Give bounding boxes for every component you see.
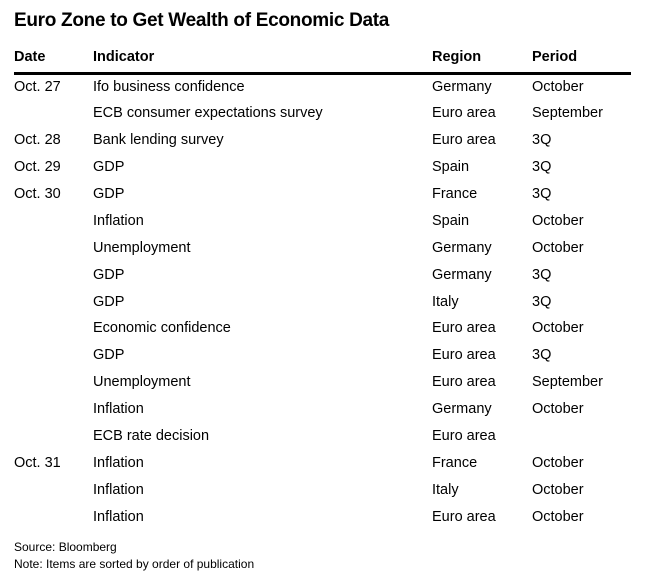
table-row: Oct. 28 Bank lending survey Euro area 3Q: [14, 127, 631, 154]
cell-region: France: [432, 454, 478, 471]
cell-indicator: Economic confidence: [93, 320, 231, 337]
cell-period: October: [532, 212, 584, 229]
cell-period: October: [532, 239, 584, 256]
cell-region: Euro area: [432, 132, 496, 149]
table-row: Unemployment Germany October: [14, 234, 631, 261]
table-row: Oct. 27 Ifo business confidence Germany Oct…: [14, 73, 631, 100]
economic-data-table: Date Indicator Region Period Oct. 27 Ifo …: [14, 43, 631, 530]
column-header-indicator: Indicator: [93, 43, 432, 75]
cell-region: Germany: [432, 401, 492, 418]
cell-region: Germany: [432, 266, 492, 283]
cell-date: Oct. 29: [14, 159, 61, 176]
cell-date: [14, 369, 93, 396]
cell-region: Euro area: [432, 320, 496, 337]
cell-region: Euro area: [432, 508, 496, 525]
cell-period: 3Q: [532, 132, 552, 149]
table-row: Inflation Italy October: [14, 476, 631, 503]
table-row: GDP Euro area 3Q: [14, 342, 631, 369]
cell-date: [14, 234, 93, 261]
cell-date: [14, 261, 93, 288]
cell-region: Italy: [432, 293, 459, 310]
table-header: Date Indicator Region Period: [14, 43, 631, 75]
table-body: Oct. 27 Ifo business confidence Germany Oct…: [14, 73, 631, 530]
cell-period: October: [532, 79, 584, 96]
cell-region: France: [432, 186, 478, 202]
column-header-region: Region: [432, 43, 532, 75]
cell-period: September: [532, 374, 603, 391]
table-row: GDP Germany 3Q: [14, 261, 631, 288]
cell-region: Euro area: [432, 374, 496, 391]
cell-date: [14, 423, 93, 450]
table-row: Oct. 29 GDP Spain 3Q: [14, 154, 631, 181]
table-row: Economic confidence Euro area October: [14, 315, 631, 342]
cell-indicator: GDP: [93, 293, 125, 310]
cell-indicator: Inflation: [93, 212, 144, 229]
cell-region: Euro area: [432, 428, 496, 445]
cell-date: [14, 100, 93, 127]
cell-indicator: GDP: [93, 186, 125, 202]
cell-date: [14, 342, 93, 369]
table-row: Inflation Spain October: [14, 207, 631, 234]
table-row: Inflation Euro area October: [14, 503, 631, 530]
cell-date: [14, 503, 93, 530]
cell-period: 3Q: [532, 347, 552, 364]
table-row: Unemployment Euro area September: [14, 369, 631, 396]
cell-indicator: Inflation: [93, 401, 144, 418]
column-header-period: Period: [532, 43, 631, 75]
table-row: GDP Italy 3Q: [14, 288, 631, 315]
cell-period: [532, 423, 631, 450]
cell-period: October: [532, 401, 584, 418]
table-row: ECB consumer expectations survey Euro are…: [14, 100, 631, 127]
source-note: Source: Bloomberg: [14, 540, 117, 555]
cell-date: Oct. 28: [14, 132, 61, 149]
cell-indicator: GDP: [93, 266, 125, 283]
cell-date: Oct. 27: [14, 79, 61, 96]
cell-date: Oct. 31: [14, 454, 61, 471]
table-row: Oct. 30 GDP France 3Q: [14, 181, 631, 208]
cell-indicator: Inflation: [93, 481, 144, 498]
cell-indicator: ECB rate decision: [93, 428, 210, 445]
cell-date: [14, 207, 93, 234]
cell-indicator: Unemployment: [93, 374, 191, 391]
cell-indicator: ECB consumer expectations survey: [93, 105, 323, 122]
cell-period: 3Q: [532, 266, 552, 283]
cell-period: 3Q: [532, 159, 552, 176]
cell-indicator: Inflation: [93, 508, 144, 525]
cell-indicator: Ifo business confidence: [93, 79, 245, 96]
table-row: Inflation Germany October: [14, 396, 631, 423]
cell-region: Spain: [432, 159, 470, 176]
cell-date: [14, 315, 93, 342]
page-title: Euro Zone to Get Wealth of Economic Data: [14, 10, 390, 31]
header-row: Date Indicator Region Period: [14, 43, 631, 75]
table-row: ECB rate decision Euro area: [14, 423, 631, 450]
cell-date: [14, 288, 93, 315]
footer: Source: Bloomberg Note: Items are sorted…: [14, 539, 632, 573]
cell-period: September: [532, 105, 603, 122]
cell-indicator: Bank lending survey: [93, 132, 224, 149]
cell-period: 3Q: [532, 293, 552, 310]
cell-region: Euro area: [432, 105, 496, 122]
cell-indicator: Inflation: [93, 454, 144, 471]
table-row: Oct. 31 Inflation France October: [14, 449, 631, 476]
cell-region: Spain: [432, 212, 470, 229]
cell-region: Euro area: [432, 347, 496, 364]
cell-indicator: Unemployment: [93, 239, 191, 256]
column-header-date: Date: [14, 43, 93, 75]
cell-period: 3Q: [532, 186, 552, 202]
cell-period: October: [532, 454, 584, 471]
cell-region: Italy: [432, 481, 459, 498]
cell-region: Germany: [432, 239, 492, 256]
cell-date: Oct. 30: [14, 186, 61, 202]
cell-region: Germany: [432, 79, 492, 96]
cell-period: October: [532, 508, 584, 525]
cell-indicator: GDP: [93, 347, 125, 364]
cell-date: [14, 476, 93, 503]
cell-indicator: GDP: [93, 159, 125, 176]
cell-period: October: [532, 481, 584, 498]
cell-date: [14, 396, 93, 423]
sort-note: Note: Items are sorted by order of publi…: [14, 557, 255, 572]
cell-period: October: [532, 320, 584, 337]
